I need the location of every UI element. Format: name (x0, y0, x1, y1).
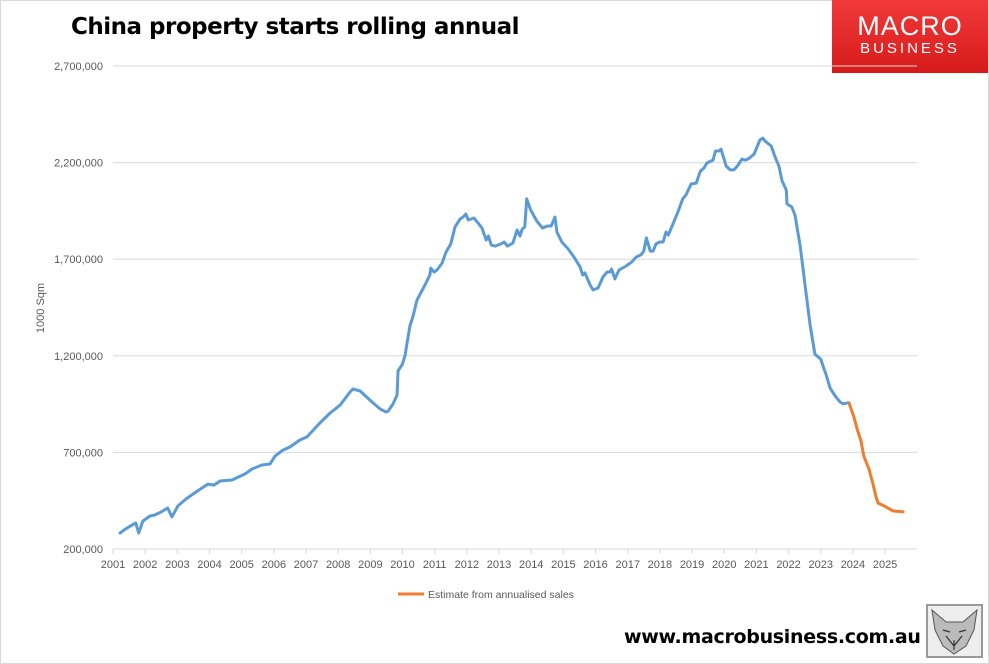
x-tick-label: 2010 (390, 559, 414, 571)
chart-title: China property starts rolling annual (71, 14, 519, 40)
x-tick-label: 2017 (615, 559, 639, 571)
x-tick-label: 2018 (648, 559, 672, 571)
x-tick-label: 2013 (487, 559, 511, 571)
x-tick-label: 2001 (101, 559, 125, 571)
y-tick-label: 700,000 (63, 447, 103, 459)
x-tick-label: 2005 (229, 559, 253, 571)
x-tick-label: 2003 (165, 559, 189, 571)
legend-label-estimate: Estimate from annualised sales (428, 589, 574, 601)
series-line-property-starts (118, 136, 851, 535)
series-line-estimate (847, 401, 905, 514)
website-url: www.macrobusiness.com.au (624, 626, 921, 648)
x-tick-label: 2019 (680, 559, 704, 571)
macrobusiness-logo: MACRO BUSINESS (832, 0, 988, 73)
x-tick-label: 2014 (519, 559, 543, 571)
series-lines (118, 136, 905, 535)
y-tick-label: 1,700,000 (54, 254, 103, 266)
fox-logo-image (926, 604, 983, 658)
x-tick-label: 2023 (808, 559, 832, 571)
y-axis-label: 1000 Sqm (35, 283, 47, 333)
y-tick-label: 1,200,000 (54, 351, 103, 363)
logo-line1: MACRO (857, 11, 963, 41)
x-tick-label: 2020 (712, 559, 736, 571)
x-tick-label: 2002 (133, 559, 157, 571)
x-tick-label: 2024 (841, 559, 865, 571)
x-tick-label: 2008 (326, 559, 350, 571)
y-tick-label: 2,700,000 (54, 61, 103, 73)
y-tick-label: 2,200,000 (54, 158, 103, 170)
x-tick-label: 2015 (551, 559, 575, 571)
x-tick-label: 2021 (744, 559, 768, 571)
x-axis-ticks: 2001 2002 2003 2004 2005 2006 2007 2008 2009 2010… (101, 549, 897, 571)
x-tick-label: 2012 (455, 559, 479, 571)
x-tick-label: 2006 (262, 559, 286, 571)
x-tick-label: 2007 (294, 559, 318, 571)
x-tick-label: 2011 (423, 559, 447, 571)
x-tick-label: 2022 (776, 559, 800, 571)
y-axis-ticks: 200,000 700,000 1,200,000 1,700,000 2,200,00… (54, 61, 103, 556)
x-tick-label: 2004 (197, 559, 221, 571)
x-tick-label: 2009 (358, 559, 382, 571)
logo-line2: BUSINESS (860, 40, 960, 57)
x-tick-label: 2025 (873, 559, 897, 571)
y-tick-label: 200,000 (63, 544, 103, 556)
gridlines (113, 65, 917, 550)
x-tick-label: 2016 (583, 559, 607, 571)
legend: Estimate from annualised sales (398, 589, 574, 601)
